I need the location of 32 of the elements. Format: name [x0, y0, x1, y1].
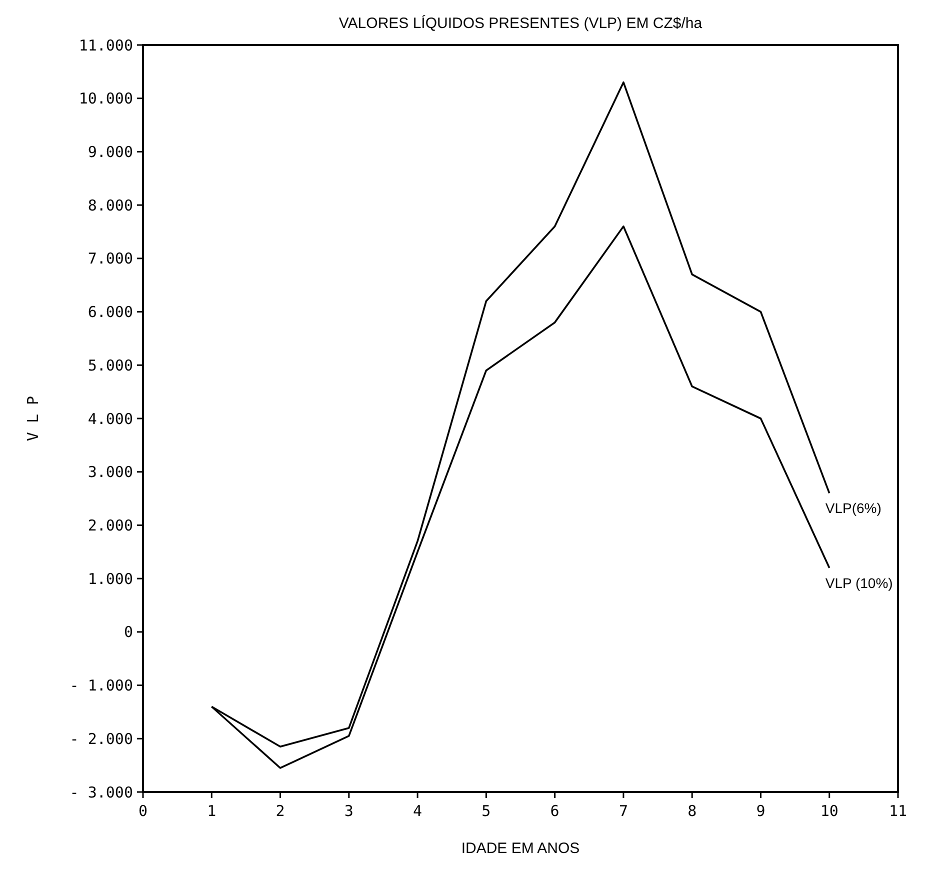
y-tick-label: - 3.000	[70, 783, 133, 802]
y-tick-label: 2.000	[88, 516, 133, 534]
series-label: VLP(6%)	[825, 500, 882, 516]
chart-title: VALORES LÍQUIDOS PRESENTES (VLP) EM CZ$/ha	[338, 14, 703, 32]
y-axis-title: V L P	[24, 396, 42, 442]
x-tick-label: 8	[688, 802, 697, 820]
y-tick-label: 11.000	[78, 36, 133, 54]
x-tick-label: 5	[482, 802, 491, 820]
x-tick-label: 0	[138, 802, 148, 820]
x-tick-label: 6	[550, 802, 560, 820]
y-tick-label: 3.000	[88, 463, 133, 482]
y-tick-label: - 2.000	[70, 730, 133, 748]
y-tick-label: 4.000	[88, 410, 133, 428]
x-tick-label: 11	[888, 802, 908, 820]
x-tick-label: 7	[618, 802, 628, 820]
y-tick-label: 5.000	[88, 356, 133, 374]
y-tick-label: 10.000	[78, 90, 133, 108]
series-label: VLP (10%)	[825, 574, 893, 591]
x-tick-label: 9	[756, 802, 766, 820]
y-tick-label: 8.000	[88, 196, 133, 214]
x-axis-title: IDADE EM ANOS	[461, 840, 580, 857]
y-tick-label: - 1.000	[70, 676, 133, 695]
y-tick-label: 0	[124, 623, 133, 642]
x-tick-label: 3	[344, 802, 354, 820]
y-tick-label: 7.000	[88, 250, 133, 268]
x-tick-label: 2	[276, 802, 285, 820]
x-tick-label: 4	[413, 802, 422, 820]
y-tick-label: 1.000	[88, 570, 133, 588]
y-tick-label: 9.000	[88, 142, 133, 161]
x-tick-label: 1	[207, 802, 216, 820]
y-tick-label: 6.000	[88, 303, 133, 322]
x-tick-label: 10	[820, 802, 838, 820]
